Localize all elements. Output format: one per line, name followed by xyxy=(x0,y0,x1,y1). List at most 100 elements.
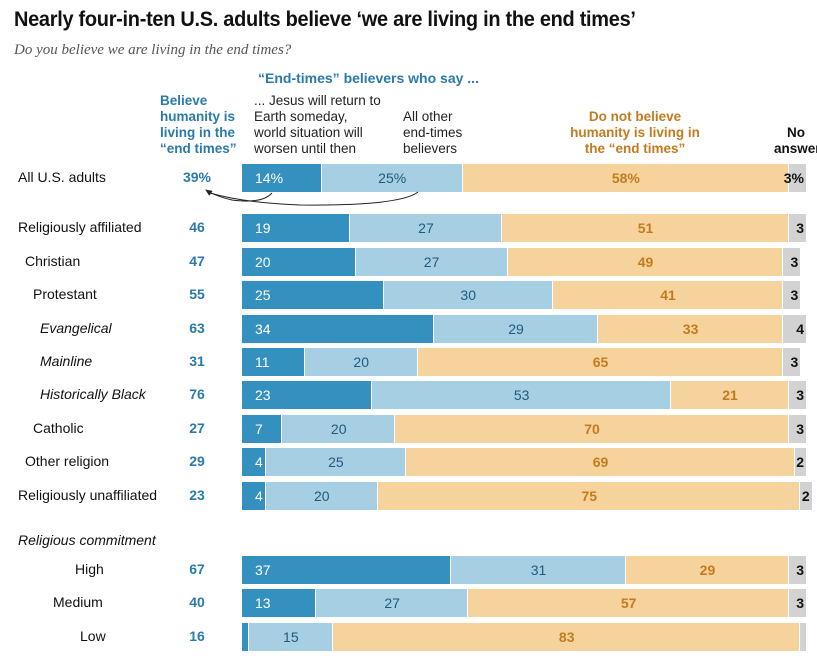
chart-title: Nearly four-in-ten U.S. adults believe ‘… xyxy=(14,8,636,31)
segment-jesus-returns: 20 xyxy=(242,248,355,276)
segment-label: 20 xyxy=(255,254,271,270)
segment-other-believers: 31 xyxy=(450,556,626,584)
segment-jesus-returns: 4 xyxy=(242,448,265,476)
row-label: Catholic xyxy=(33,420,84,436)
segment-label: 29 xyxy=(699,562,716,578)
row-label: Protestant xyxy=(33,286,97,302)
row-label: Historically Black xyxy=(40,386,146,402)
segment-label: 31 xyxy=(530,562,547,578)
segment-do-not-believe: 58% xyxy=(461,164,790,192)
segment-do-not-believe: 69 xyxy=(405,448,795,476)
segment-other-believers: 25 xyxy=(264,448,407,476)
segment-no-answer: 3 xyxy=(788,381,806,409)
segment-jesus-returns: 25 xyxy=(242,281,383,309)
segment-no-answer: 3% xyxy=(784,164,806,192)
segment-label: 20 xyxy=(330,421,347,437)
header-other: All other end-times believers xyxy=(403,109,463,156)
segment-label: 65 xyxy=(592,354,609,370)
believe-total: 47 xyxy=(189,253,205,269)
segment-do-not-believe: 33 xyxy=(596,315,784,343)
segment-other-believers: 15 xyxy=(247,623,334,651)
row-label: High xyxy=(75,561,104,577)
segment-label: 57 xyxy=(620,595,637,611)
believe-total: 39% xyxy=(182,169,212,185)
segment-label: 13 xyxy=(255,595,271,611)
segment-do-not-believe: 57 xyxy=(467,589,790,617)
segment-label: 7 xyxy=(255,421,263,437)
segment-label: 70 xyxy=(584,421,600,437)
segment-label: 11 xyxy=(255,354,270,370)
segment-label: 27 xyxy=(418,220,434,236)
segment-label: 51 xyxy=(637,220,654,236)
segment-label: 25% xyxy=(378,170,407,186)
segment-other-believers: 20 xyxy=(264,482,379,510)
segment-label: 20 xyxy=(353,354,369,370)
segment-label: 3 xyxy=(796,387,804,403)
segment-label: 34 xyxy=(255,321,271,337)
row-label: Medium xyxy=(53,594,103,610)
segment-jesus-returns: 7 xyxy=(242,415,282,443)
segment-label: 83 xyxy=(558,629,575,645)
segment-jesus-returns: 11 xyxy=(242,348,304,376)
header-group: “End-times” believers who say ... xyxy=(258,70,479,86)
segment-label: 75 xyxy=(581,488,598,504)
believe-total: 76 xyxy=(189,386,205,402)
segment-jesus-returns xyxy=(242,623,248,651)
segment-no-answer xyxy=(799,623,806,651)
segment-label: 30 xyxy=(460,287,476,303)
segment-no-answer: 3 xyxy=(788,556,806,584)
row-label: Low xyxy=(80,628,106,644)
segment-label: 25 xyxy=(255,287,271,303)
segment-other-believers: 53 xyxy=(371,381,671,409)
segment-label: 2 xyxy=(796,454,804,470)
segment-jesus-returns: 4 xyxy=(242,482,265,510)
segment-label: 4 xyxy=(796,321,804,337)
row-label: Religiously affiliated xyxy=(18,219,142,235)
segment-other-believers: 27 xyxy=(354,248,508,276)
segment-other-believers: 29 xyxy=(433,315,598,343)
segment-label: 3 xyxy=(790,354,799,370)
row-label: Evangelical xyxy=(40,320,112,336)
segment-label: 58% xyxy=(611,170,640,186)
segment-no-answer: 4 xyxy=(782,315,806,343)
segment-do-not-believe: 49 xyxy=(506,248,784,276)
segment-do-not-believe: 70 xyxy=(394,415,790,443)
segment-label: 2 xyxy=(801,488,810,504)
segment-do-not-believe: 65 xyxy=(416,348,784,376)
segment-label: 3 xyxy=(796,562,804,578)
segment-label: 15 xyxy=(283,629,299,645)
segment-no-answer: 3 xyxy=(782,248,801,276)
row-label: Mainline xyxy=(40,353,93,369)
segment-label: 37 xyxy=(255,562,271,578)
segment-no-answer: 3 xyxy=(788,415,806,443)
segment-do-not-believe: 83 xyxy=(332,623,801,651)
believe-total: 55 xyxy=(189,286,205,302)
segment-label: 23 xyxy=(255,387,271,403)
segment-label: 27 xyxy=(423,254,440,270)
segment-label: 4 xyxy=(255,488,263,504)
segment-label: 3 xyxy=(796,421,804,437)
segment-other-believers: 20 xyxy=(281,415,395,443)
row-label: Christian xyxy=(25,253,81,269)
segment-label: 19 xyxy=(255,220,271,236)
segment-label: 53 xyxy=(513,387,530,403)
segment-label: 3 xyxy=(790,254,799,270)
segment-label: 20 xyxy=(314,488,330,504)
segment-no-answer: 3 xyxy=(788,214,806,242)
segment-label: 49 xyxy=(637,254,654,270)
believe-total: 67 xyxy=(189,561,205,577)
segment-other-believers: 25% xyxy=(320,164,463,192)
segment-no-answer: 3 xyxy=(788,589,806,617)
segment-jesus-returns: 23 xyxy=(242,381,372,409)
segment-other-believers: 27 xyxy=(348,214,502,242)
header-jesus: ... Jesus will return to Earth someday, … xyxy=(254,93,381,156)
believe-total: 16 xyxy=(189,628,205,644)
believe-total: 23 xyxy=(189,487,205,503)
segment-label: 3 xyxy=(796,595,804,611)
segment-jesus-returns: 14% xyxy=(242,164,321,192)
believe-total: 40 xyxy=(189,594,205,610)
segment-label: 3% xyxy=(783,170,804,186)
row-label: Religiously unaffiliated xyxy=(18,487,158,503)
segment-do-not-believe: 21 xyxy=(669,381,790,409)
